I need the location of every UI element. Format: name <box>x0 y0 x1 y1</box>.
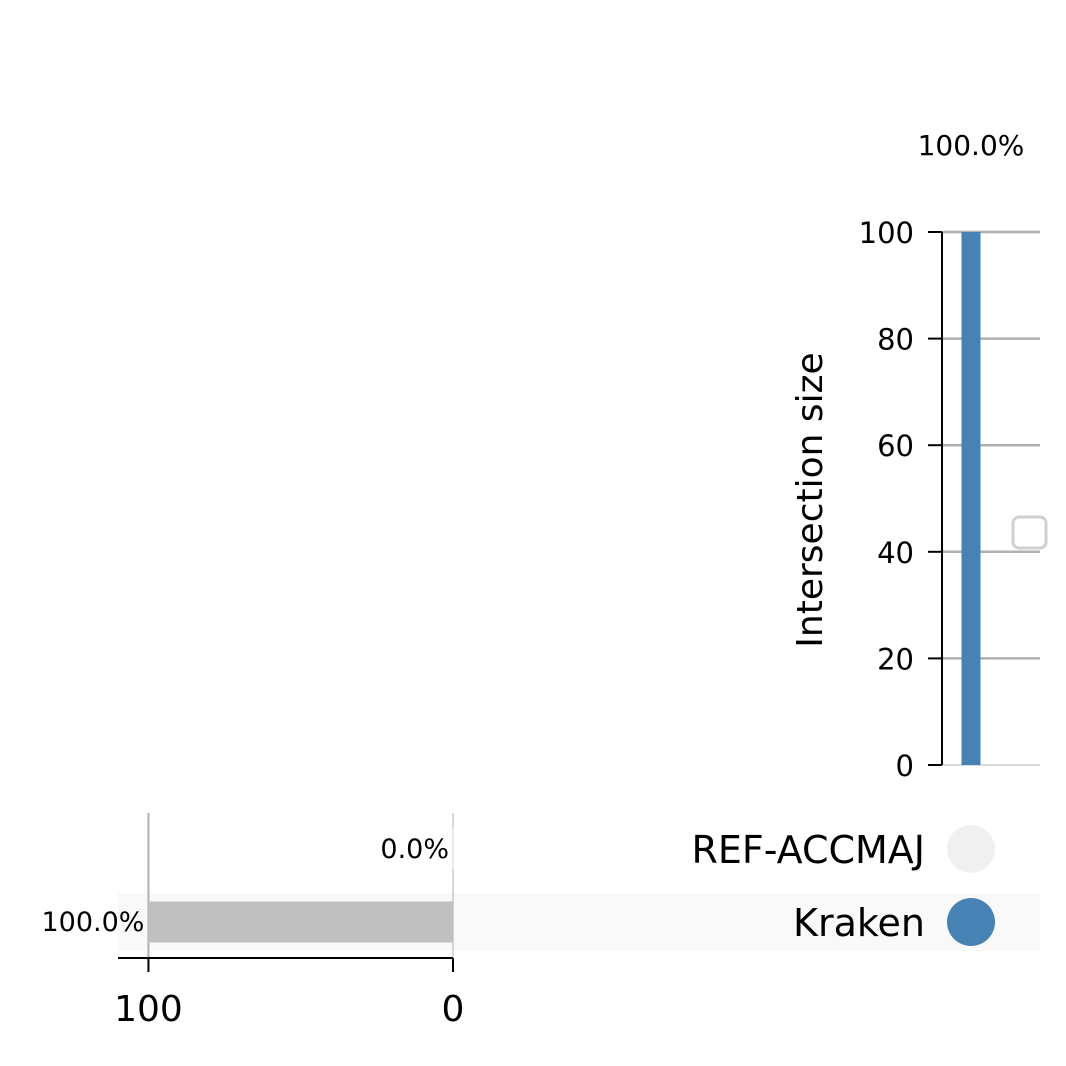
intersection-bar <box>961 232 981 765</box>
intersection-bar-labels: 100.0% <box>918 129 1025 162</box>
intersection-y-tick-label: 40 <box>877 536 914 570</box>
set-size-bars <box>148 828 454 943</box>
intersection-grid <box>942 230 1040 766</box>
set-size-x-tick-label: 100 <box>114 989 183 1030</box>
intersection-y-tick-label: 60 <box>877 429 914 463</box>
set-size-x-ticks: 100 0 <box>114 958 464 1030</box>
empty-legend-box <box>1011 515 1048 550</box>
set-names: REF-ACCMAJ Kraken <box>691 828 925 945</box>
set-name-label: REF-ACCMAJ <box>691 828 925 872</box>
intersection-y-tick-label: 0 <box>896 749 914 783</box>
intersection-y-tick-label: 100 <box>859 216 914 250</box>
set-size-bar-labels: 0.0% 100.0% <box>42 834 449 938</box>
intersection-bar-label: 100.0% <box>918 129 1025 162</box>
intersection-y-ticks: 0 20 40 60 80 100 <box>859 216 942 783</box>
intersection-y-tick-label: 80 <box>877 323 914 357</box>
set-size-x-tick-label: 0 <box>442 989 465 1030</box>
intersection-y-tick-label: 20 <box>877 642 914 676</box>
set-size-bar <box>148 901 454 943</box>
intersection-bars <box>961 232 981 765</box>
intersection-y-axis-label: Intersection size <box>790 352 831 647</box>
set-name-label: Kraken <box>793 901 925 945</box>
matrix-dots <box>947 825 995 946</box>
set-size-bar-label: 0.0% <box>380 834 449 865</box>
matrix-dot-active <box>947 898 995 946</box>
set-size-bar-label: 100.0% <box>42 907 145 938</box>
matrix-dot-inactive <box>947 825 995 873</box>
